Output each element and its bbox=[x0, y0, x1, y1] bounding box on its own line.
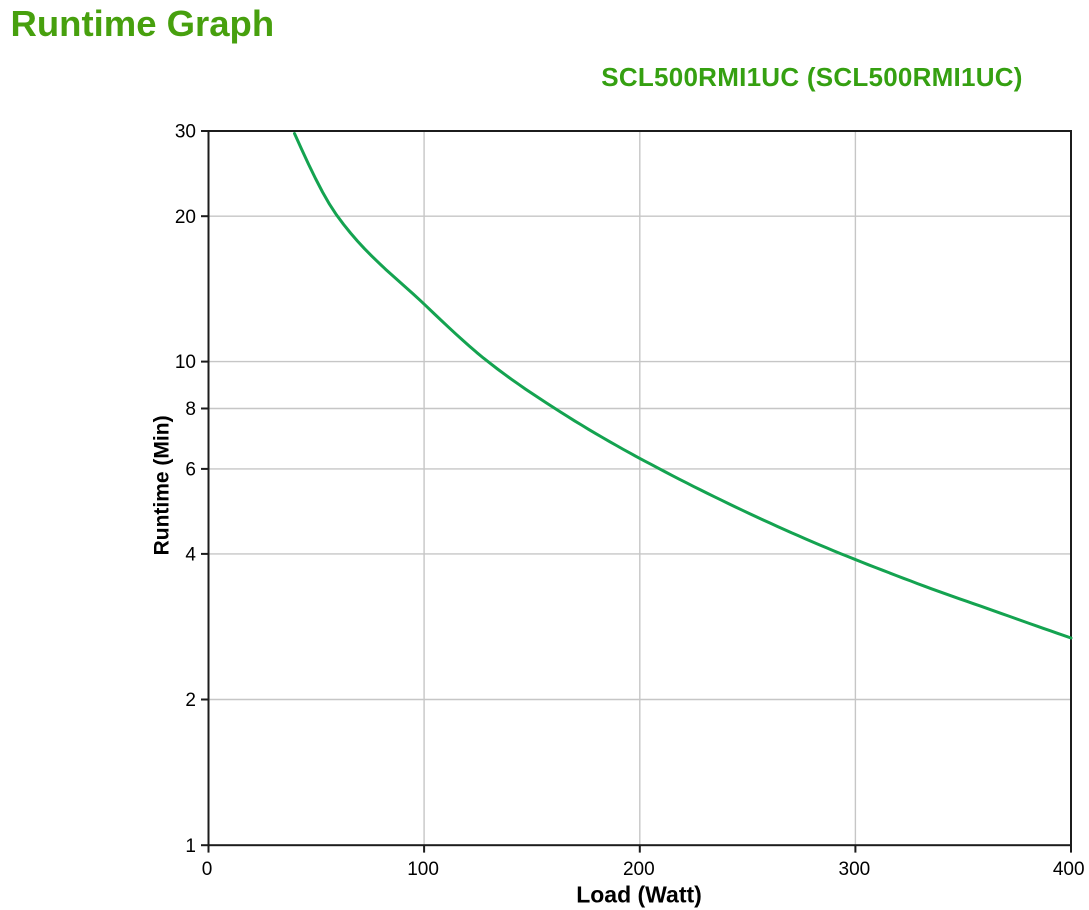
svg-text:2: 2 bbox=[185, 690, 196, 711]
svg-text:300: 300 bbox=[839, 859, 871, 880]
svg-text:4: 4 bbox=[185, 545, 196, 566]
svg-text:1: 1 bbox=[185, 836, 196, 857]
svg-text:200: 200 bbox=[623, 859, 655, 880]
svg-text:100: 100 bbox=[407, 859, 439, 880]
svg-text:10: 10 bbox=[175, 352, 196, 373]
svg-text:6: 6 bbox=[185, 460, 196, 481]
svg-text:0: 0 bbox=[202, 859, 213, 880]
svg-text:30: 30 bbox=[175, 122, 196, 143]
svg-text:Load (Watt): Load (Watt) bbox=[576, 881, 702, 907]
svg-text:8: 8 bbox=[185, 399, 196, 420]
svg-text:20: 20 bbox=[175, 207, 196, 228]
svg-text:Runtime (Min): Runtime (Min) bbox=[151, 415, 174, 555]
svg-text:400: 400 bbox=[1053, 859, 1085, 880]
